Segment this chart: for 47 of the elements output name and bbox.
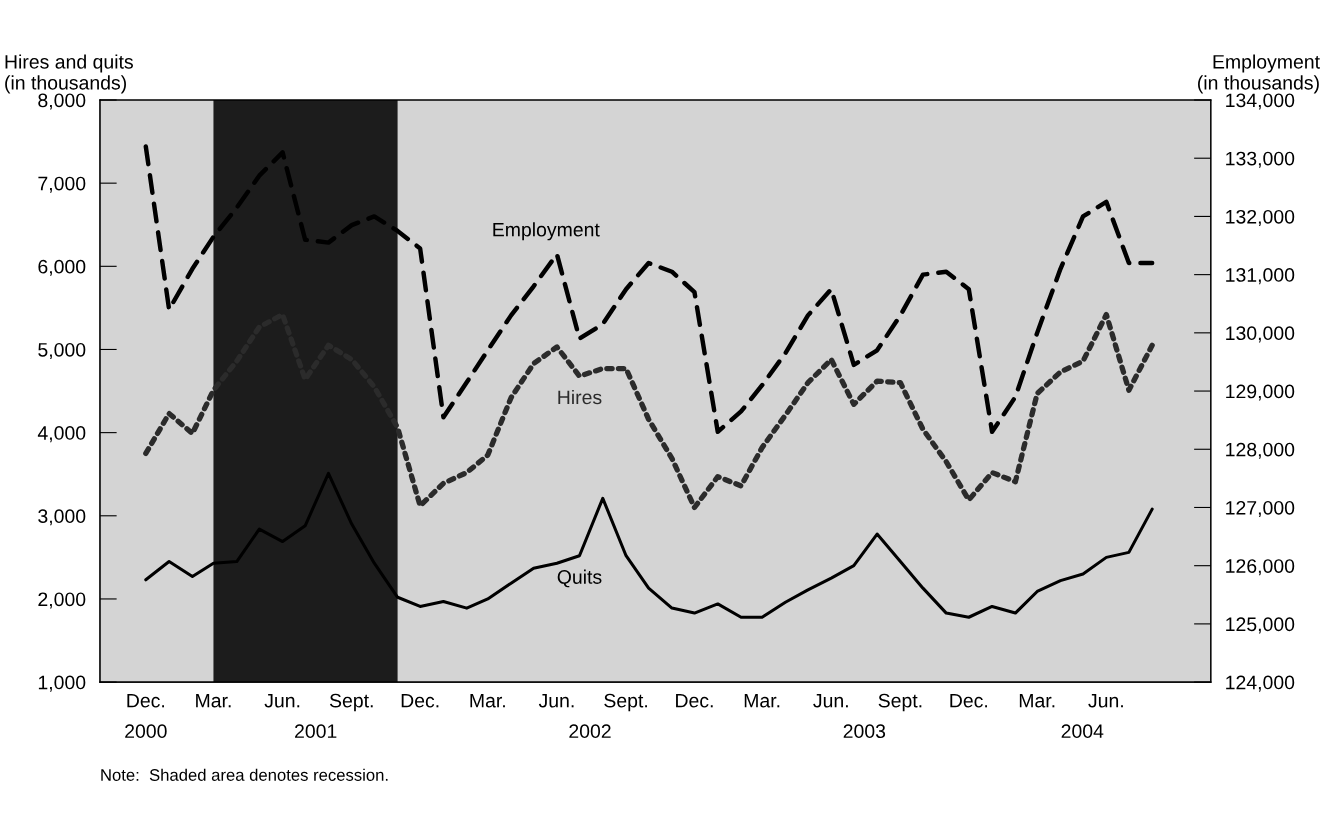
y-tick-label: 6,000 — [38, 259, 86, 276]
y2-tick-label: 126,000 — [1226, 559, 1295, 576]
series-label: Employment — [493, 222, 600, 241]
y-axis-title: Hires and quits (in thousands) — [5, 54, 133, 94]
y-tick-label: 3,000 — [38, 509, 86, 526]
x2-tick-label: 2000 — [125, 724, 167, 739]
y-tick-label: 7,000 — [38, 176, 86, 193]
y2-axis-title: Employment (in thousands) — [1198, 54, 1320, 94]
x-tick-label: Sept. — [604, 693, 647, 712]
x-tick-label: Jun. — [1088, 693, 1123, 708]
x-tick-label: Jun. — [264, 693, 300, 708]
x-tick-label: Jun. — [538, 693, 574, 708]
x-tick-label: Mar. — [744, 693, 780, 708]
y-tick-label: 1,000 — [38, 675, 86, 692]
series-label: Quits — [557, 569, 602, 588]
y2-tick-label: 134,000 — [1226, 93, 1295, 110]
y-tick-label: 2,000 — [38, 592, 86, 609]
y-tick-label: 4,000 — [37, 426, 86, 443]
y2-tick-label: 131,000 — [1226, 268, 1295, 285]
x2-tick-label: 2001 — [295, 724, 337, 739]
y2-tick-label: 133,000 — [1226, 151, 1295, 168]
x2-tick-label: 2003 — [843, 724, 886, 739]
y2-tick-label: 124,000 — [1226, 675, 1295, 692]
x-tick-label: Mar. — [470, 693, 505, 708]
line-series — [143, 144, 1155, 435]
y2-tick-label: 127,000 — [1226, 500, 1295, 518]
x-tick-label: Dec. — [676, 693, 713, 708]
y-tick-label: 8,000 — [38, 93, 86, 110]
y2-tick-label: 125,000 — [1226, 617, 1295, 634]
line-series — [144, 471, 1154, 619]
x2-tick-label: 2002 — [569, 724, 611, 739]
x-tick-label: Dec. — [127, 693, 165, 708]
y2-tick-label: 130,000 — [1226, 326, 1295, 343]
y2-tick-label: 128,000 — [1226, 442, 1295, 459]
series-label: Hires — [558, 389, 602, 405]
y2-tick-label: 129,000 — [1226, 384, 1295, 401]
y-tick-label: 5,000 — [38, 342, 86, 360]
text: Note: Shaded area denotes recession. — [101, 768, 388, 781]
x-tick-label: Sept. — [329, 693, 373, 712]
x-tick-label: Mar. — [196, 693, 231, 708]
y2-tick-label: 132,000 — [1226, 209, 1295, 226]
x-tick-label: Mar. — [1019, 693, 1055, 708]
x-tick-label: Sept. — [878, 693, 922, 712]
x2-tick-label: 2004 — [1061, 724, 1104, 739]
x-tick-label: Jun. — [813, 693, 848, 708]
x-tick-label: Dec. — [950, 693, 988, 708]
x-tick-label: Dec. — [401, 693, 439, 708]
